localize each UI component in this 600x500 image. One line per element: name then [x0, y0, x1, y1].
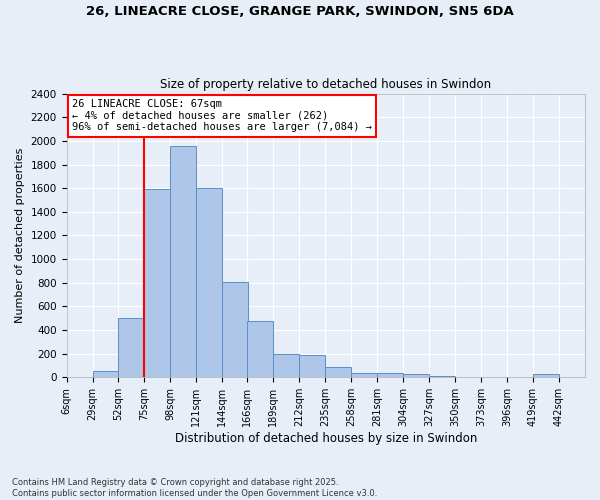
Bar [299, 355, 325, 378]
Text: 26, LINEACRE CLOSE, GRANGE PARK, SWINDON, SN5 6DA: 26, LINEACRE CLOSE, GRANGE PARK, SWINDON… [86, 5, 514, 18]
Bar [403, 374, 429, 378]
Bar [196, 188, 222, 378]
Bar [377, 373, 403, 378]
Bar [92, 371, 118, 378]
Bar [325, 366, 351, 378]
Title: Size of property relative to detached houses in Swindon: Size of property relative to detached ho… [160, 78, 491, 91]
Bar [223, 282, 248, 378]
Bar [429, 376, 455, 378]
Text: Contains HM Land Registry data © Crown copyright and database right 2025.
Contai: Contains HM Land Registry data © Crown c… [12, 478, 377, 498]
Bar [533, 374, 559, 378]
Bar [351, 372, 377, 378]
Text: 26 LINEACRE CLOSE: 67sqm
← 4% of detached houses are smaller (262)
96% of semi-d: 26 LINEACRE CLOSE: 67sqm ← 4% of detache… [72, 99, 372, 132]
Bar [247, 320, 273, 378]
Bar [118, 318, 144, 378]
Bar [145, 190, 170, 378]
Bar [170, 146, 196, 378]
Bar [273, 354, 299, 378]
Y-axis label: Number of detached properties: Number of detached properties [15, 148, 25, 323]
X-axis label: Distribution of detached houses by size in Swindon: Distribution of detached houses by size … [175, 432, 477, 445]
